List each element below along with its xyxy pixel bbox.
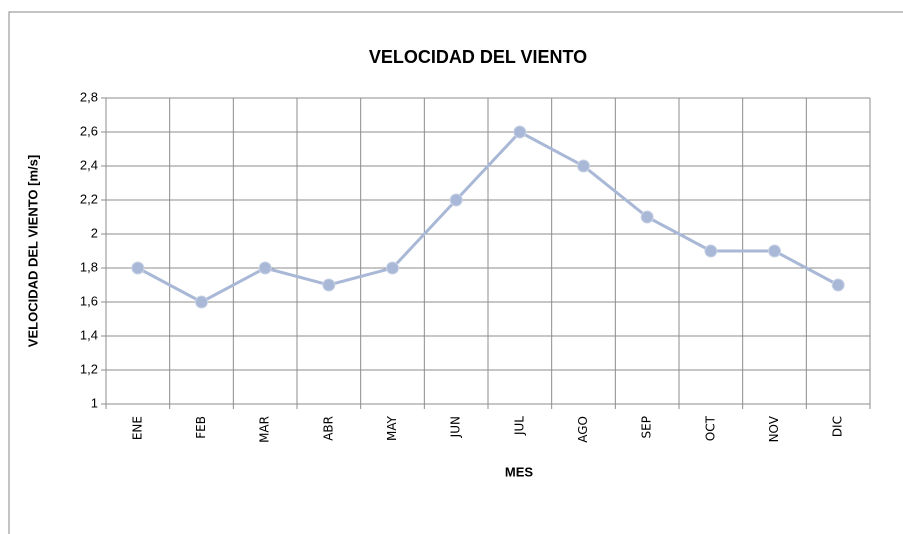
x-tick-label: ABR <box>321 416 335 441</box>
data-point <box>386 261 399 275</box>
x-tick-label: JUL <box>512 416 526 436</box>
x-tick-label: MAR <box>258 416 272 443</box>
data-point <box>831 278 845 292</box>
x-tick-label: NOV <box>767 415 781 442</box>
y-tick-label: 1,2 <box>80 361 98 376</box>
x-tick-label: ENE <box>130 416 144 440</box>
data-point <box>449 193 463 207</box>
y-tick-label: 1 <box>91 395 98 410</box>
y-tick-label: 2 <box>91 225 98 240</box>
data-point <box>195 295 208 309</box>
y-tick-label: 2,2 <box>80 191 98 206</box>
chart-frame <box>8 11 903 534</box>
chart-title: VELOCIDAD DEL VIENTO <box>369 47 587 67</box>
y-tick-label: 1,6 <box>80 293 98 308</box>
data-point <box>513 125 527 139</box>
data-point <box>322 278 336 292</box>
x-axis-title: MES <box>505 464 534 479</box>
x-tick-label: AGO <box>576 416 590 443</box>
data-point <box>640 210 654 224</box>
x-tick-label: JUN <box>449 416 463 438</box>
y-axis-title: VELOCIDAD DEL VIENTO [m/s] <box>25 155 40 347</box>
y-tick-label: 2,8 <box>80 89 98 104</box>
y-tick-label: 1,4 <box>80 327 98 342</box>
y-tick-label: 2,6 <box>80 123 98 138</box>
y-tick-label: 1,8 <box>80 259 98 274</box>
data-point <box>704 244 718 258</box>
data-point <box>258 261 272 275</box>
x-tick-label: SEP <box>640 416 654 438</box>
x-tick-label: OCT <box>703 415 717 441</box>
x-tick-label: FEB <box>194 416 208 439</box>
x-tick-label: DIC <box>831 416 845 437</box>
data-point <box>768 244 781 258</box>
data-point <box>131 261 145 275</box>
data-line <box>137 130 839 304</box>
y-tick-label: 2,4 <box>80 157 98 172</box>
x-tick-label: MAY <box>385 415 399 441</box>
data-point <box>577 159 590 173</box>
